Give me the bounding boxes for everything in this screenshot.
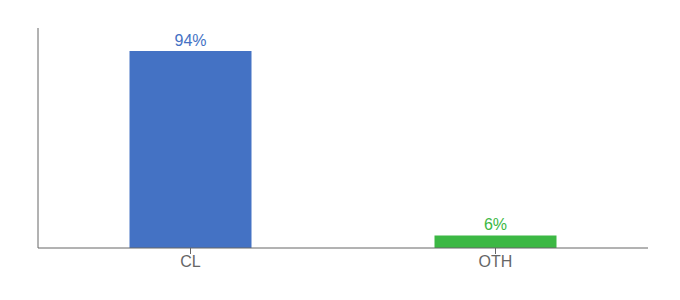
svg-text:94%: 94% (174, 32, 206, 49)
svg-text:OTH: OTH (479, 253, 513, 270)
svg-text:CL: CL (180, 253, 201, 270)
svg-text:6%: 6% (484, 216, 507, 233)
